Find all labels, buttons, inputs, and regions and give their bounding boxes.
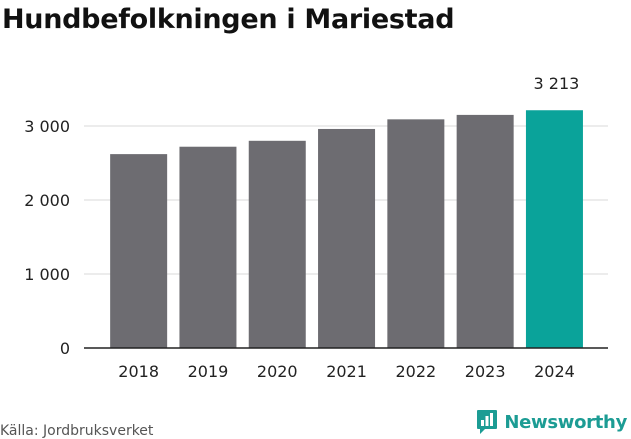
x-tick-label: 2020 xyxy=(257,362,298,381)
bars xyxy=(110,110,583,349)
bar xyxy=(456,114,514,349)
y-tick-label: 1 000 xyxy=(24,265,70,284)
y-tick-label: 3 000 xyxy=(24,117,70,136)
newsworthy-logo: Newsworthy xyxy=(476,409,627,435)
data-label: 3 213 xyxy=(534,74,580,93)
y-tick-label: 0 xyxy=(60,339,70,358)
source-note: Källa: Jordbruksverket xyxy=(0,423,154,439)
x-tick-label: 2021 xyxy=(326,362,367,381)
brand-name: Newsworthy xyxy=(504,411,627,433)
data-labels: 3 213 xyxy=(534,74,580,93)
bar xyxy=(179,146,237,348)
bar xyxy=(387,119,445,348)
bar xyxy=(525,110,583,348)
y-axis-tick-labels: 0 1 000 2 000 3 000 xyxy=(24,117,70,358)
bar xyxy=(110,154,168,348)
x-tick-label: 2023 xyxy=(465,362,506,381)
x-tick-label: 2024 xyxy=(534,362,575,381)
bar xyxy=(248,140,306,348)
bar xyxy=(318,128,376,348)
x-tick-label: 2019 xyxy=(188,362,229,381)
x-tick-label: 2022 xyxy=(395,362,436,381)
chart-title: Hundbefolkningen i Mariestad xyxy=(2,4,455,35)
bar-chart: 0 1 000 2 000 3 000 2018 2019 2020 2021 2022 202… xyxy=(24,74,608,381)
y-tick-label: 2 000 xyxy=(24,191,70,210)
newsworthy-logo-icon xyxy=(477,410,498,434)
x-tick-label: 2018 xyxy=(118,362,159,381)
x-axis-tick-labels: 2018 2019 2020 2021 2022 2023 2024 xyxy=(118,362,575,381)
